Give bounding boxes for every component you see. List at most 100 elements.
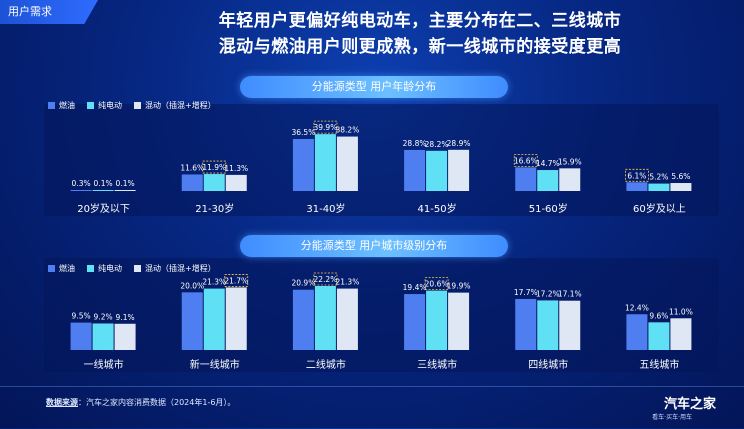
highlight-box-0-2-1 (313, 120, 338, 134)
legend-label-fuel: 燃油 (59, 264, 75, 273)
category-label-1-4: 四线城市 (528, 358, 568, 371)
bar-1-5-0 (626, 314, 648, 350)
bar-0-2-1 (314, 134, 336, 191)
legend-label-hybrid: 混动（插混+增程） (145, 101, 216, 110)
data-label-0-5-1: 5.2% (649, 173, 668, 182)
legend-item-fuel: 燃油 (48, 100, 75, 111)
category-label-0-0: 20岁及以下 (77, 202, 130, 215)
brand-logo: 汽车之家 (663, 397, 716, 412)
data-label-1-2-0: 20.9% (292, 279, 316, 288)
bar-0-2-0 (292, 138, 314, 191)
legend-item-ev: 纯电动 (87, 100, 122, 111)
legend-item-hybrid: 混动（插混+增程） (134, 263, 216, 274)
data-label-0-1-2: 11.3% (224, 164, 248, 173)
data-label-1-5-1: 9.6% (649, 311, 668, 320)
bar-1-3-0 (404, 294, 426, 350)
bar-0-3-1 (426, 150, 448, 191)
data-label-1-3-1: 20.6% (425, 280, 449, 289)
bar-0-1-0 (181, 174, 203, 191)
age-chart-title-text: 分能源类型 用户年龄分布 (311, 80, 437, 93)
bar-0-4-2 (559, 168, 581, 191)
bar-1-0-1 (92, 323, 114, 350)
legend-label-fuel: 燃油 (59, 101, 75, 110)
bar-1-2-0 (292, 289, 314, 350)
highlight-box-1-2-1 (313, 272, 338, 286)
legend-label-ev: 纯电动 (98, 264, 122, 273)
data-label-1-2-1: 22.2% (314, 275, 338, 284)
data-label-0-5-0: 6.1% (627, 171, 646, 180)
legend-item-hybrid: 混动（插混+增程） (134, 100, 216, 111)
bar-1-1-1 (203, 288, 225, 350)
category-label-1-2: 二线城市 (306, 358, 346, 371)
legend-swatch-fuel (48, 265, 55, 272)
city-chart-title-text: 分能源类型 用户城市级别分布 (300, 239, 448, 252)
bar-0-3-2 (448, 149, 470, 191)
data-label-0-3-1: 28.2% (425, 140, 449, 149)
bar-1-5-1 (648, 322, 670, 350)
category-label-1-3: 三线城市 (417, 358, 457, 371)
data-label-1-1-2: 21.7% (224, 276, 248, 285)
footer: 数据来源：汽车之家内容消费数据（2024年1-6月）。 汽车之家 看车·买车·用… (0, 386, 744, 429)
data-source-text: ：汽车之家内容消费数据（2024年1-6月）。 (78, 398, 236, 407)
category-label-1-5: 五线城市 (639, 358, 679, 371)
bar-0-4-0 (515, 167, 537, 191)
bar-1-3-1 (426, 290, 448, 350)
bar-1-1-2 (225, 287, 247, 350)
bar-1-4-2 (559, 300, 581, 350)
data-label-0-2-2: 38.2% (336, 126, 360, 135)
bar-1-4-1 (537, 300, 559, 350)
bar-0-3-0 (404, 149, 426, 191)
category-label-0-1: 21-30岁 (195, 202, 234, 215)
section-tag-label: 用户需求 (8, 5, 52, 18)
category-label-1-0: 一线城市 (84, 358, 124, 371)
data-label-1-5-0: 12.4% (625, 303, 649, 312)
bar-0-0-1 (92, 190, 114, 191)
data-label-1-0-0: 9.5% (72, 312, 91, 321)
bar-0-0-0 (70, 190, 92, 191)
bar-1-1-0 (181, 292, 203, 350)
legend-item-ev: 纯电动 (87, 263, 122, 274)
city-chart-title: 分能源类型 用户城市级别分布 (240, 235, 508, 257)
legend-label-ev: 纯电动 (98, 101, 122, 110)
data-source-key: 数据来源 (46, 398, 78, 407)
data-label-0-3-2: 28.9% (447, 139, 471, 148)
data-label-1-5-2: 11.0% (669, 307, 693, 316)
bar-0-0-2 (114, 190, 136, 191)
data-label-0-0-0: 0.3% (72, 179, 91, 188)
category-label-1-1: 新一线城市 (190, 358, 240, 371)
bar-0-2-2 (336, 136, 358, 191)
highlight-box-0-5-0 (625, 168, 649, 182)
data-label-1-2-2: 21.3% (336, 278, 360, 287)
age-chart-panel (44, 104, 719, 216)
data-label-1-1-1: 21.3% (202, 278, 226, 287)
brand-logo-tagline: 看车·买车·用车 (652, 414, 692, 421)
legend-label-hybrid: 混动（插混+增程） (145, 264, 216, 273)
data-label-0-2-0: 36.5% (292, 128, 316, 137)
data-label-1-4-2: 17.1% (558, 290, 582, 299)
data-label-0-1-0: 11.6% (180, 163, 204, 172)
data-label-0-0-2: 0.1% (116, 179, 135, 188)
section-tag: 用户需求 (0, 0, 98, 24)
legend-item-fuel: 燃油 (48, 263, 75, 274)
headline-line-1: 年轻用户更偏好纯电动车，主要分布在二、三线城市 (218, 11, 622, 31)
category-label-0-5: 60岁及以上 (633, 202, 686, 215)
bar-1-2-1 (314, 286, 336, 350)
data-label-0-4-2: 15.9% (558, 157, 582, 166)
data-label-1-3-0: 19.4% (403, 283, 427, 292)
headline: 年轻用户更偏好纯电动车，主要分布在二、三线城市 混动与燃油用户则更成熟，新一线城… (120, 8, 720, 60)
city-chart-panel (44, 258, 719, 372)
legend-swatch-hybrid (134, 102, 141, 109)
category-label-0-2: 31-40岁 (306, 202, 345, 215)
highlight-box-0-4-0 (513, 153, 538, 167)
data-label-1-3-2: 19.9% (447, 282, 471, 291)
bar-0-4-1 (537, 170, 559, 191)
bar-0-5-0 (626, 182, 648, 191)
bar-1-4-0 (515, 298, 537, 350)
data-label-0-4-0: 16.6% (514, 156, 538, 165)
bar-1-0-2 (114, 323, 136, 350)
bar-1-0-0 (70, 322, 92, 350)
data-label-0-5-2: 5.6% (671, 172, 690, 181)
category-label-0-4: 51-60岁 (529, 202, 568, 215)
bar-1-2-2 (336, 288, 358, 350)
